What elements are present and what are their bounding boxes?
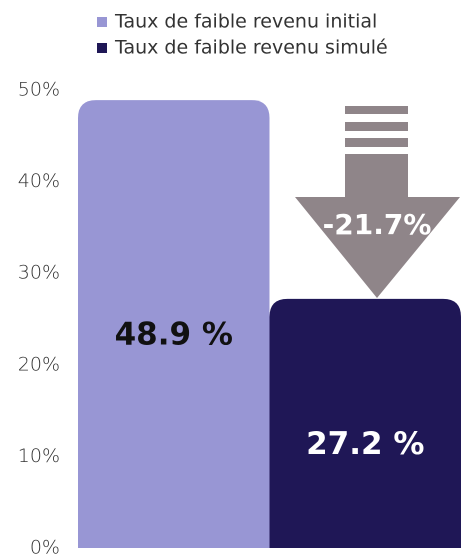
data-label: 27.2 %	[306, 426, 424, 462]
annotation: -21.7%	[323, 208, 432, 241]
y-tick-label: 40%	[18, 170, 60, 192]
legend-marker	[97, 17, 107, 27]
y-tick-label: 50%	[18, 79, 60, 101]
y-tick-label: 10%	[18, 445, 60, 467]
y-tick-label: 30%	[18, 262, 60, 284]
legend-label: Taux de faible revenu initial	[114, 11, 377, 33]
reduction-arrow	[295, 106, 460, 298]
bar	[78, 100, 270, 549]
legend-label: Taux de faible revenu simulé	[114, 37, 388, 59]
bar	[269, 298, 461, 548]
legend-marker	[97, 43, 107, 53]
y-tick-label: 20%	[18, 353, 60, 375]
y-tick-label: 0%	[30, 537, 60, 558]
data-label: 48.9 %	[115, 317, 233, 353]
